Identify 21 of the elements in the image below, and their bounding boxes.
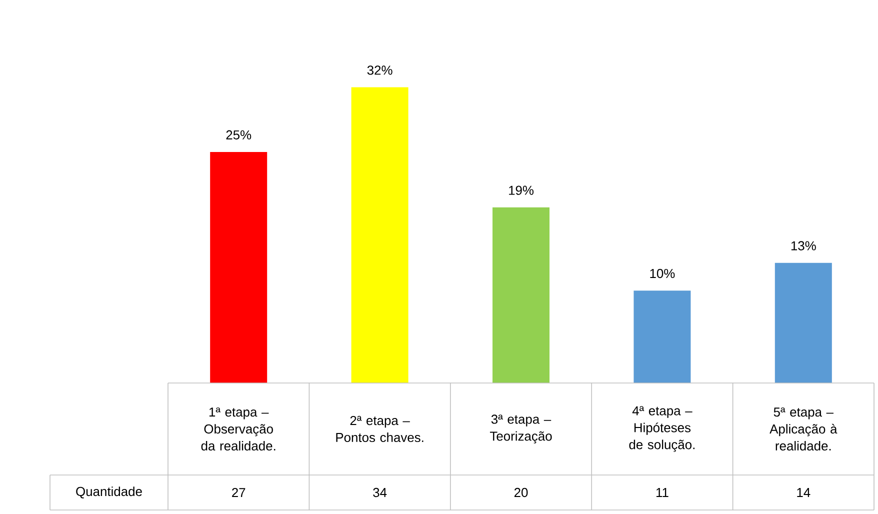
x-tick-label: 4ª etapa – Hipóteses de solução. (629, 406, 694, 452)
x-tick-label: 2ª etapa – Pontos chaves. (336, 416, 424, 442)
data-label: 25% (226, 130, 252, 140)
bar (210, 152, 268, 383)
data-label: 32% (367, 66, 392, 75)
text: 20 (514, 488, 528, 498)
bar (351, 87, 408, 383)
text: 34 (373, 488, 387, 498)
text: 14 (797, 488, 810, 497)
data-label: 10% (650, 268, 675, 278)
bar (774, 262, 832, 383)
text: Quantidade (76, 486, 142, 498)
data-label: 13% (791, 241, 816, 250)
data-label: 19% (509, 186, 534, 195)
x-tick-label: 1ª etapa – Observação da realidade. (201, 407, 276, 451)
text: 11 (656, 488, 668, 497)
bar (492, 207, 550, 383)
bar (634, 290, 691, 383)
text: 27 (232, 488, 246, 498)
x-tick-label: 5ª etapa – Aplicação à realidade. (770, 407, 838, 451)
x-tick-label: 3ª etapa – Teorização (490, 414, 552, 444)
